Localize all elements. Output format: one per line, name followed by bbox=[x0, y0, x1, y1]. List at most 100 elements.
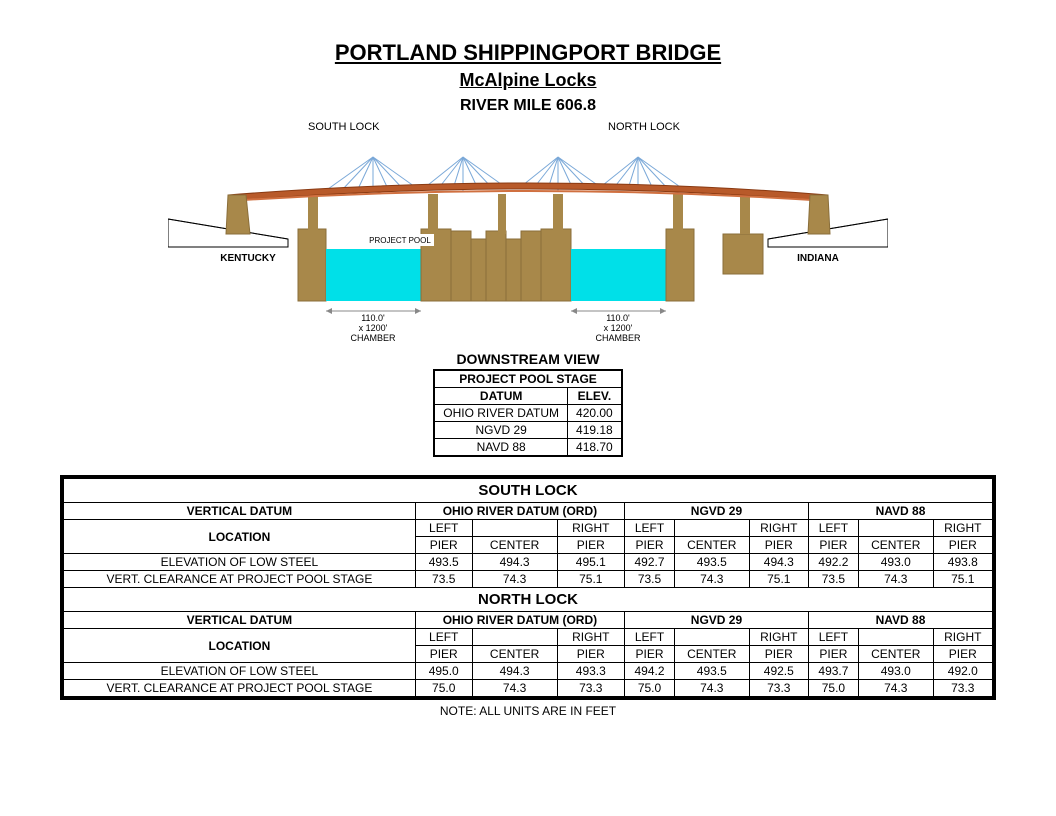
data-cell: 493.8 bbox=[933, 554, 992, 571]
data-cell: 493.0 bbox=[858, 663, 933, 680]
data-cell: 495.0 bbox=[415, 663, 472, 680]
north-lock-title: NORTH LOCK bbox=[64, 588, 993, 612]
row-elev-label: ELEVATION OF LOW STEEL bbox=[64, 663, 416, 680]
vertical-datum-label: VERTICAL DATUM bbox=[64, 503, 416, 520]
datum-ngvd: NGVD 29 bbox=[625, 503, 809, 520]
pool-col-datum: DATUM bbox=[434, 388, 567, 405]
data-cell: 75.1 bbox=[557, 571, 624, 588]
loc-cell: RIGHT bbox=[933, 520, 992, 537]
loc-cell: LEFT bbox=[415, 520, 472, 537]
loc-cell: RIGHT bbox=[933, 629, 992, 646]
left-chamber-dim: 110.0' bbox=[361, 313, 385, 323]
loc-cell: PIER bbox=[808, 646, 858, 663]
datum-navd: NAVD 88 bbox=[808, 503, 992, 520]
loc-cell: RIGHT bbox=[749, 629, 808, 646]
location-label: LOCATION bbox=[64, 629, 416, 663]
loc-cell: CENTER bbox=[858, 537, 933, 554]
data-cell: 493.5 bbox=[415, 554, 472, 571]
title-block: PORTLAND SHIPPINGPORT BRIDGE McAlpine Lo… bbox=[60, 40, 996, 133]
pool-row-elev: 418.70 bbox=[568, 439, 622, 457]
project-pool-table: PROJECT POOL STAGE DATUM ELEV. OHIO RIVE… bbox=[433, 369, 622, 457]
data-cell: 74.3 bbox=[858, 571, 933, 588]
left-chamber-label: CHAMBER bbox=[350, 333, 396, 343]
loc-cell: PIER bbox=[749, 537, 808, 554]
datum-ord: OHIO RIVER DATUM (ORD) bbox=[415, 612, 624, 629]
loc-cell: LEFT bbox=[625, 520, 675, 537]
data-cell: 75.0 bbox=[625, 680, 675, 697]
loc-cell: RIGHT bbox=[557, 629, 624, 646]
south-lock-label: SOUTH LOCK bbox=[308, 121, 448, 133]
loc-cell: CENTER bbox=[472, 537, 557, 554]
pool-row-datum: OHIO RIVER DATUM bbox=[434, 405, 567, 422]
datum-ord: OHIO RIVER DATUM (ORD) bbox=[415, 503, 624, 520]
data-cell: 74.3 bbox=[858, 680, 933, 697]
loc-cell: PIER bbox=[557, 537, 624, 554]
loc-cell: PIER bbox=[415, 537, 472, 554]
pool-col-elev: ELEV. bbox=[568, 388, 622, 405]
data-cell: 493.3 bbox=[557, 663, 624, 680]
pool-row-elev: 420.00 bbox=[568, 405, 622, 422]
loc-cell: RIGHT bbox=[557, 520, 624, 537]
data-cell: 73.5 bbox=[415, 571, 472, 588]
loc-cell: PIER bbox=[749, 646, 808, 663]
loc-cell: PIER bbox=[933, 646, 992, 663]
data-cell: 492.2 bbox=[808, 554, 858, 571]
loc-cell: RIGHT bbox=[749, 520, 808, 537]
loc-cell: LEFT bbox=[415, 629, 472, 646]
pool-row-datum: NAVD 88 bbox=[434, 439, 567, 457]
right-bank-label: INDIANA bbox=[797, 253, 839, 264]
data-cell: 74.3 bbox=[472, 571, 557, 588]
data-cell: 494.3 bbox=[749, 554, 808, 571]
data-cell: 74.3 bbox=[674, 571, 749, 588]
data-cell: 493.0 bbox=[858, 554, 933, 571]
pool-row-datum: NGVD 29 bbox=[434, 422, 567, 439]
loc-cell: LEFT bbox=[808, 629, 858, 646]
data-cell: 495.1 bbox=[557, 554, 624, 571]
loc-cell: LEFT bbox=[625, 629, 675, 646]
left-chamber-dim2: x 1200' bbox=[359, 323, 388, 333]
page-subtitle: McAlpine Locks bbox=[60, 70, 996, 91]
data-cell: 73.5 bbox=[625, 571, 675, 588]
bridge-diagram: PROJECT POOL KENTUCKY INDIANA 110.0' x 1… bbox=[60, 139, 996, 349]
loc-cell: PIER bbox=[625, 646, 675, 663]
data-cell: 75.0 bbox=[415, 680, 472, 697]
loc-cell: LEFT bbox=[808, 520, 858, 537]
data-cell: 492.7 bbox=[625, 554, 675, 571]
lock-labels: SOUTH LOCK NORTH LOCK bbox=[60, 121, 996, 133]
north-lock-label: NORTH LOCK bbox=[608, 121, 748, 133]
downstream-view-label: DOWNSTREAM VIEW bbox=[60, 351, 996, 367]
loc-cell: CENTER bbox=[472, 646, 557, 663]
left-bank-label: KENTUCKY bbox=[220, 253, 276, 264]
data-cell: 73.5 bbox=[808, 571, 858, 588]
data-cell: 494.2 bbox=[625, 663, 675, 680]
data-cell: 74.3 bbox=[674, 680, 749, 697]
loc-cell: PIER bbox=[557, 646, 624, 663]
main-lock-tables: SOUTH LOCK VERTICAL DATUM OHIO RIVER DAT… bbox=[60, 475, 996, 700]
data-cell: 73.3 bbox=[933, 680, 992, 697]
data-cell: 75.0 bbox=[808, 680, 858, 697]
right-chamber-dim: 110.0' bbox=[606, 313, 630, 323]
footer-note: NOTE: ALL UNITS ARE IN FEET bbox=[60, 704, 996, 718]
river-mile: RIVER MILE 606.8 bbox=[60, 97, 996, 115]
loc-cell: PIER bbox=[933, 537, 992, 554]
data-cell: 494.3 bbox=[472, 554, 557, 571]
project-pool-label: PROJECT POOL bbox=[369, 236, 431, 245]
row-clear-label: VERT. CLEARANCE AT PROJECT POOL STAGE bbox=[64, 571, 416, 588]
right-chamber-dim2: x 1200' bbox=[604, 323, 633, 333]
row-clear-label: VERT. CLEARANCE AT PROJECT POOL STAGE bbox=[64, 680, 416, 697]
loc-cell: PIER bbox=[808, 537, 858, 554]
row-elev-label: ELEVATION OF LOW STEEL bbox=[64, 554, 416, 571]
data-cell: 74.3 bbox=[472, 680, 557, 697]
datum-navd: NAVD 88 bbox=[808, 612, 992, 629]
page-title: PORTLAND SHIPPINGPORT BRIDGE bbox=[60, 40, 996, 66]
south-lock-title: SOUTH LOCK bbox=[64, 479, 993, 503]
location-label: LOCATION bbox=[64, 520, 416, 554]
pool-table-title: PROJECT POOL STAGE bbox=[434, 370, 621, 388]
data-cell: 73.3 bbox=[557, 680, 624, 697]
data-cell: 493.5 bbox=[674, 663, 749, 680]
data-cell: 492.0 bbox=[933, 663, 992, 680]
right-chamber-label: CHAMBER bbox=[595, 333, 641, 343]
data-cell: 73.3 bbox=[749, 680, 808, 697]
data-cell: 493.7 bbox=[808, 663, 858, 680]
data-cell: 75.1 bbox=[749, 571, 808, 588]
